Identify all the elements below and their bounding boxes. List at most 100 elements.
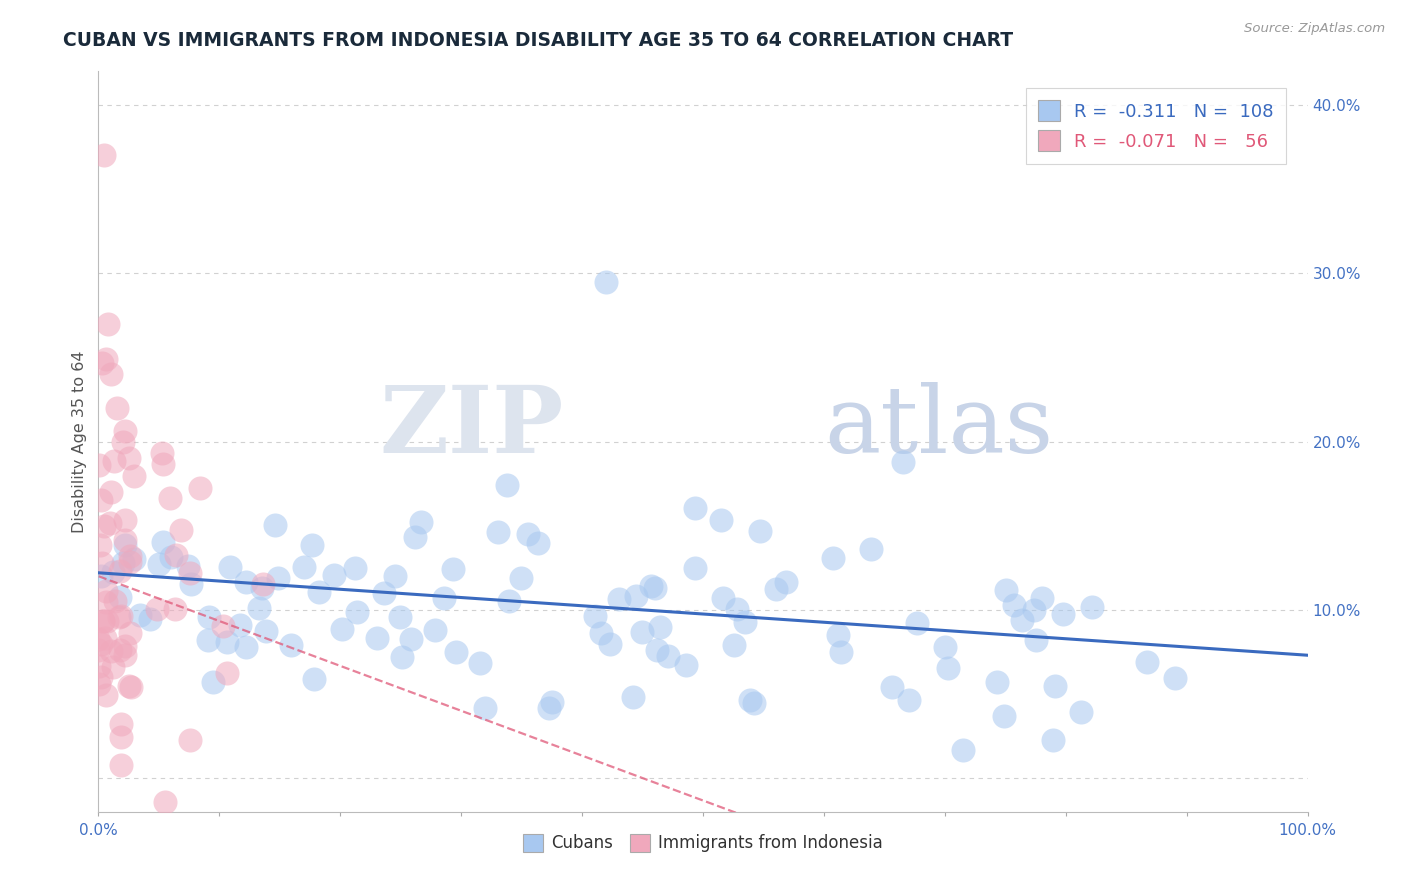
Point <box>308 585 330 599</box>
Point <box>110 564 132 578</box>
Point <box>96 615 118 629</box>
Point <box>198 609 221 624</box>
Point <box>744 696 766 710</box>
Point <box>93 518 115 533</box>
Point <box>107 610 129 624</box>
Point <box>675 657 697 672</box>
Point <box>292 560 315 574</box>
Point <box>111 434 134 449</box>
Point <box>1135 655 1157 669</box>
Point <box>94 688 117 702</box>
Point <box>110 609 132 624</box>
Point <box>474 700 496 714</box>
Legend: Cubans, Immigrants from Indonesia: Cubans, Immigrants from Indonesia <box>516 827 890 859</box>
Point <box>93 148 115 162</box>
Point <box>118 451 141 466</box>
Point <box>1011 613 1033 627</box>
Point <box>713 591 735 605</box>
Point <box>384 569 406 583</box>
Point <box>1042 733 1064 747</box>
Point <box>433 591 456 606</box>
Point <box>256 624 278 638</box>
Point <box>423 623 446 637</box>
Point <box>120 549 142 563</box>
Point <box>527 536 550 550</box>
Point <box>112 557 135 571</box>
Point <box>100 485 122 500</box>
Point <box>153 795 176 809</box>
Point <box>250 581 273 595</box>
Point <box>98 516 121 530</box>
Point <box>235 640 257 655</box>
Point <box>599 637 621 651</box>
Point <box>90 569 112 583</box>
Point <box>114 538 136 552</box>
Point <box>631 624 654 639</box>
Point <box>263 518 285 533</box>
Point <box>211 619 233 633</box>
Point <box>446 645 468 659</box>
Point <box>87 659 110 673</box>
Point <box>860 541 883 556</box>
Point <box>302 672 325 686</box>
Point <box>486 524 509 539</box>
Point <box>215 665 238 680</box>
Point <box>498 594 520 608</box>
Point <box>89 539 111 553</box>
Point <box>496 478 519 492</box>
Point <box>97 317 120 331</box>
Point <box>346 605 368 619</box>
Point <box>591 626 613 640</box>
Point <box>100 644 122 658</box>
Point <box>765 582 787 596</box>
Point <box>91 614 114 628</box>
Point <box>657 648 679 663</box>
Point <box>110 591 132 605</box>
Point <box>952 743 974 757</box>
Point <box>640 579 662 593</box>
Text: Source: ZipAtlas.com: Source: ZipAtlas.com <box>1244 22 1385 36</box>
Point <box>830 645 852 659</box>
Point <box>267 572 290 586</box>
Point <box>391 649 413 664</box>
Point <box>404 530 426 544</box>
Point <box>114 513 136 527</box>
Point <box>179 566 201 580</box>
Point <box>645 642 668 657</box>
Point <box>441 561 464 575</box>
Point <box>89 458 111 473</box>
Y-axis label: Disability Age 35 to 64: Disability Age 35 to 64 <box>72 351 87 533</box>
Point <box>90 356 112 370</box>
Text: ZIP: ZIP <box>380 382 564 472</box>
Point <box>517 527 540 541</box>
Point <box>607 591 630 606</box>
Point <box>110 717 132 731</box>
Point <box>252 577 274 591</box>
Point <box>103 565 125 579</box>
Point <box>87 632 110 646</box>
Point <box>103 454 125 468</box>
Point <box>105 401 128 415</box>
Point <box>373 586 395 600</box>
Point <box>725 602 748 616</box>
Point <box>179 733 201 747</box>
Point <box>124 552 146 566</box>
Point <box>229 618 252 632</box>
Point <box>152 534 174 549</box>
Point <box>114 639 136 653</box>
Point <box>122 468 145 483</box>
Point <box>540 695 562 709</box>
Point <box>994 582 1017 597</box>
Point <box>215 635 238 649</box>
Point <box>891 454 914 468</box>
Point <box>821 551 844 566</box>
Point <box>118 555 141 569</box>
Point <box>1002 599 1025 613</box>
Point <box>176 558 198 573</box>
Text: atlas: atlas <box>824 382 1053 472</box>
Point <box>734 615 756 629</box>
Point <box>583 608 606 623</box>
Point <box>1025 632 1047 647</box>
Point <box>280 638 302 652</box>
Point <box>159 491 181 505</box>
